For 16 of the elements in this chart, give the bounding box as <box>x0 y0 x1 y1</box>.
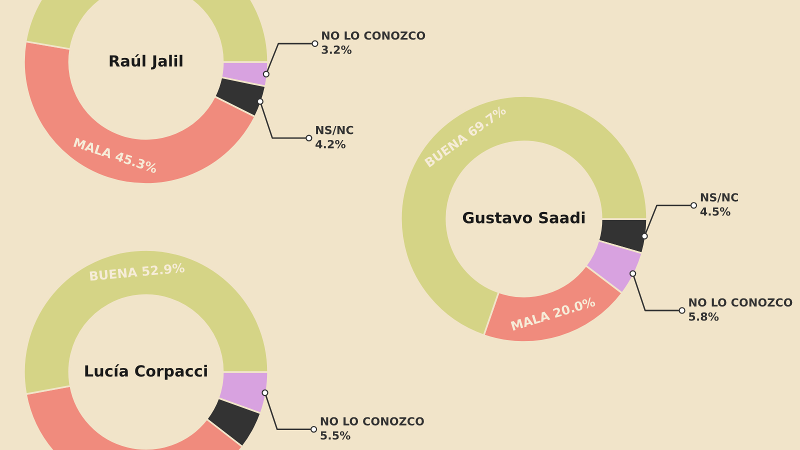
text: Gustavo Saadi <box>462 212 585 224</box>
slice-label: NS/NC <box>700 193 738 202</box>
data-label: 4.2% <box>316 140 346 148</box>
slice-label: NS/NC <box>316 126 354 136</box>
data-label: 5.8% <box>689 312 719 321</box>
data-label: 3.2% <box>322 46 352 54</box>
slice-label: MALA 45.3% <box>73 138 158 174</box>
slice-label: NO LO CONOZCO <box>320 417 424 426</box>
data-label: 4.5% <box>700 207 730 216</box>
slice-label: NO LO CONOZCO <box>322 31 426 40</box>
slice-label: BUENA 52.9% <box>90 262 185 281</box>
text: Raúl Jalil <box>110 54 182 70</box>
data-label: 5.5% <box>320 431 350 440</box>
text: Lucía Corpacci <box>85 364 207 380</box>
slice-label: MALA 20.0% <box>510 296 596 331</box>
slice-label: NO LO CONOZCO <box>689 298 792 307</box>
